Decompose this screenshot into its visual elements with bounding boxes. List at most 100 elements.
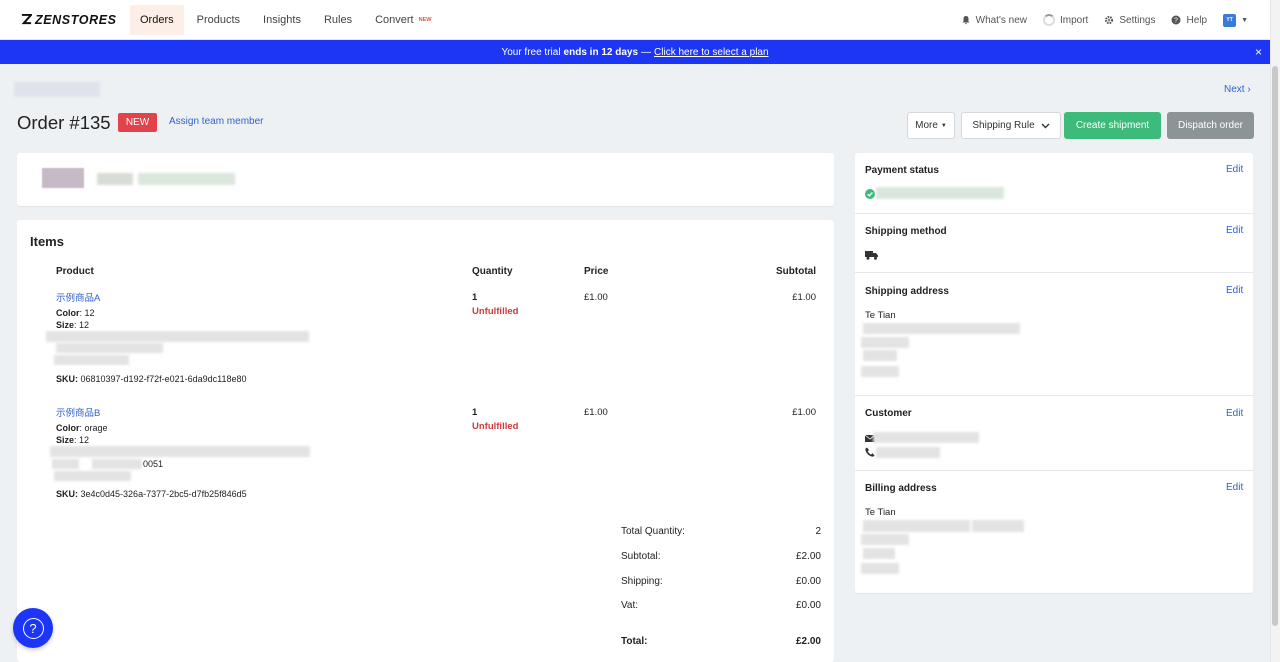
price-value: £1.00	[584, 407, 608, 418]
edit-billing-address-link[interactable]: Edit	[1226, 482, 1244, 493]
whats-new-button[interactable]: What's new	[961, 15, 1027, 26]
shipping-rule-button[interactable]: Shipping Rule	[961, 112, 1061, 139]
total-quantity-value: 2	[815, 526, 821, 537]
more-label: More	[915, 120, 938, 131]
price-value: £1.00	[584, 292, 608, 303]
dispatch-order-button[interactable]: Dispatch order	[1167, 112, 1254, 139]
product-option-redacted	[52, 459, 79, 469]
billing-address-line-redacted	[861, 534, 909, 545]
product-option-redacted	[54, 355, 129, 365]
total-label: Total:	[621, 636, 648, 647]
product-option-redacted	[50, 446, 310, 457]
close-icon[interactable]: ×	[1254, 45, 1262, 59]
help-button[interactable]: ? Help	[1171, 15, 1207, 26]
user-menu[interactable]: YT ▼	[1223, 13, 1248, 27]
fulfillment-status: Unfulfilled	[472, 306, 519, 317]
scrollbar[interactable]	[1270, 0, 1280, 662]
shipping-address-line-redacted	[863, 323, 1020, 334]
nav-insights-label: Insights	[263, 13, 301, 26]
edit-shipping-address-link[interactable]: Edit	[1226, 285, 1244, 296]
chevron-down-icon	[1041, 123, 1050, 128]
check-circle-icon	[865, 189, 875, 199]
edit-customer-link[interactable]: Edit	[1226, 408, 1244, 419]
divider	[855, 395, 1253, 396]
logo[interactable]: ZENSTORES	[21, 13, 130, 27]
billing-address-line-redacted	[972, 520, 1024, 532]
size-value: 12	[79, 320, 90, 330]
vat-label: Vat:	[621, 600, 639, 611]
product-size: Size: 12	[56, 435, 90, 445]
breadcrumb-redacted	[14, 82, 100, 97]
size-value: 12	[79, 435, 90, 445]
subtotal-label: Subtotal:	[621, 551, 661, 562]
product-option-redacted	[56, 343, 163, 353]
payment-status-title: Payment status	[865, 165, 939, 176]
nav-orders-label: Orders	[140, 13, 174, 26]
help-chat-button[interactable]: ?	[13, 608, 53, 648]
product-option-redacted	[46, 331, 309, 342]
svg-text:?: ?	[1175, 18, 1179, 25]
import-button[interactable]: Import	[1043, 14, 1088, 26]
caret-down-icon: ▼	[940, 122, 947, 129]
shipping-address-line-redacted	[863, 350, 897, 361]
sku-label: SKU:	[56, 489, 78, 499]
nav-orders[interactable]: Orders	[130, 4, 184, 35]
select-plan-link[interactable]: Click here to select a plan	[654, 46, 769, 58]
billing-address-title: Billing address	[865, 483, 937, 494]
chevron-right-icon: ›	[1247, 84, 1251, 95]
color-label: Color	[56, 308, 80, 318]
price-column-header: Price	[584, 266, 609, 277]
more-button[interactable]: More ▼	[907, 112, 955, 139]
sku-value: 3e4c0d45-326a-7377-2bc5-d7fb25f846d5	[80, 489, 247, 499]
next-order-link[interactable]: Next ›	[1224, 84, 1251, 95]
quantity-value: 1	[472, 292, 478, 303]
nav-convert-label: Convert	[375, 13, 414, 26]
items-panel	[17, 220, 834, 662]
divider	[855, 272, 1253, 273]
customer-info-redacted	[138, 173, 235, 185]
chevron-down-icon: ▼	[1241, 16, 1248, 24]
edit-shipping-method-link[interactable]: Edit	[1226, 225, 1244, 236]
shipping-address-line-redacted	[861, 366, 899, 377]
size-label: Size	[56, 320, 75, 330]
product-option-redacted	[92, 459, 142, 469]
order-details-sidebar	[855, 153, 1253, 593]
vat-value: £0.00	[795, 600, 821, 611]
assign-team-member-link[interactable]: Assign team member	[169, 116, 264, 127]
edit-payment-link[interactable]: Edit	[1226, 164, 1244, 175]
product-option-redacted	[54, 471, 131, 481]
nav-rules[interactable]: Rules	[314, 5, 362, 35]
banner-text: Your free trial	[501, 46, 561, 58]
billing-address-line-redacted	[863, 520, 970, 532]
scrollbar-thumb[interactable]	[1272, 66, 1278, 626]
create-shipment-button[interactable]: Create shipment	[1064, 112, 1161, 139]
product-sku: SKU: 3e4c0d45-326a-7377-2bc5-d7fb25f846d…	[56, 489, 247, 499]
settings-button[interactable]: Settings	[1104, 15, 1155, 26]
shipping-method-title: Shipping method	[865, 226, 947, 237]
help-label: Help	[1186, 14, 1208, 26]
divider	[855, 470, 1253, 471]
product-link[interactable]: 示例商品A	[56, 293, 101, 304]
nav-insights[interactable]: Insights	[253, 5, 311, 35]
color-label: Color	[56, 423, 80, 433]
total-value: £2.00	[795, 636, 821, 647]
nav-right: What's new Import Settings ? Help YT ▼	[961, 0, 1270, 40]
divider	[855, 213, 1253, 214]
product-sku: SKU: 06810397-d192-f72f-e021-6da9dc118e8…	[56, 374, 247, 384]
items-heading: Items	[30, 234, 64, 249]
nav-convert[interactable]: Convert NEW	[365, 5, 441, 35]
import-label: Import	[1060, 14, 1089, 26]
customer-name-redacted	[97, 173, 133, 185]
subtotal-column-header: Subtotal	[776, 266, 816, 277]
product-link[interactable]: 示例商品B	[56, 408, 101, 419]
new-badge: NEW	[418, 16, 432, 23]
sku-label: SKU:	[56, 374, 78, 384]
billing-address-line-redacted	[863, 548, 895, 559]
nav-products[interactable]: Products	[187, 5, 250, 35]
banner-bold: ends in 12 days	[563, 46, 639, 58]
status-badge: NEW	[118, 113, 157, 132]
billing-name: Te Tian	[865, 507, 896, 518]
top-navbar: ZENSTORES Orders Products Insights Rules…	[0, 0, 1270, 40]
size-label: Size	[56, 435, 75, 445]
main-nav: Orders Products Insights Rules Convert NE…	[130, 0, 444, 39]
